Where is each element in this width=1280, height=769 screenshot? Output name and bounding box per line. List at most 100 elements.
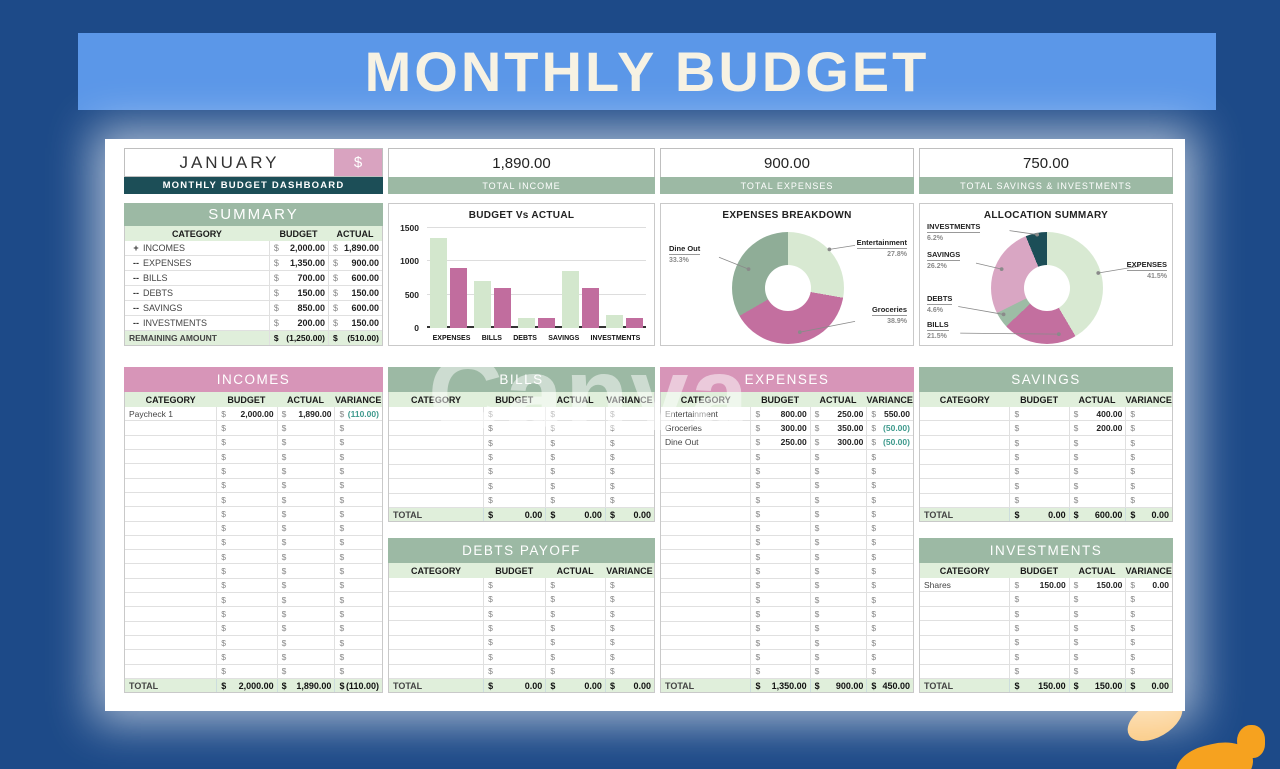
dollar-sign: $ xyxy=(814,651,820,662)
amount-value: 200.00 xyxy=(297,318,326,328)
dollar-sign: $ xyxy=(273,243,279,253)
dollar-sign: $ xyxy=(609,594,615,605)
dollar-sign: $ xyxy=(814,666,820,677)
amount-cell: $ xyxy=(334,464,382,478)
table-row: $ $ $ xyxy=(125,421,382,436)
dollar-sign: $ xyxy=(1130,451,1136,462)
amount-cell: $ xyxy=(545,407,605,421)
column-header: BUDGET xyxy=(495,394,534,405)
amount-cell: $ xyxy=(866,521,913,535)
dollar-sign: $ xyxy=(814,480,820,491)
table-body: $ $ $ $ $ $ $ $ $ $ $ $ $ $ $ $ $ $ $ $ $ xyxy=(388,578,655,679)
amount-cell: $ xyxy=(604,407,654,421)
total-amount-value: 0.00 xyxy=(584,680,602,691)
decor-blob-dot-icon xyxy=(1228,760,1243,769)
dollar-sign: $ xyxy=(609,666,615,677)
table-row: $ $ $ xyxy=(389,635,654,651)
amount-cell: $ xyxy=(1068,664,1126,678)
dollar-sign: $ xyxy=(488,622,493,633)
dollar-sign: $ xyxy=(488,423,493,434)
y-tick-label: 500 xyxy=(404,289,419,300)
amount-cell: $ xyxy=(866,507,913,521)
dashboard-card: JANUARY $ MONTHLY BUDGET DASHBOARD 1,890… xyxy=(105,139,1185,711)
dollar-sign: $ xyxy=(1130,651,1136,662)
table-row: $ $ $ xyxy=(920,592,1172,607)
amount-cell: $ xyxy=(1125,606,1172,621)
amount-cell: $800.00 xyxy=(750,407,809,421)
amount-cell: $ xyxy=(1009,650,1068,664)
column-header: BUDGET xyxy=(1020,565,1059,576)
amount-value: 550.00 xyxy=(883,408,910,419)
investments-table: INVESTMENTS CATEGORY BUDGET ACTUAL VARIANCE S… xyxy=(919,538,1173,693)
amount-cell: $ xyxy=(809,550,867,564)
dollar-sign: $ xyxy=(1130,666,1136,677)
dollar-sign: $ xyxy=(871,422,877,433)
amount-cell: $900.00 xyxy=(328,256,382,270)
donut2-ring xyxy=(991,232,1103,344)
amount-cell: $ xyxy=(483,493,545,507)
dollar-sign: $ xyxy=(755,451,761,462)
dollar-sign: $ xyxy=(1014,437,1020,448)
total-label: TOTAL xyxy=(393,680,423,691)
amount-cell: $ xyxy=(276,621,335,635)
dollar-sign: $ xyxy=(871,666,877,677)
amount-cell: $300.00 xyxy=(750,421,809,435)
category-name: INCOMES xyxy=(143,243,186,253)
amount-cell: $ xyxy=(216,507,276,521)
dollar-sign: $ xyxy=(273,288,279,298)
dollar-sign: $ xyxy=(550,651,556,662)
table-title: INCOMES xyxy=(124,367,383,392)
month-block: JANUARY $ MONTHLY BUDGET DASHBOARD xyxy=(124,148,383,194)
amount-cell: $ xyxy=(334,578,382,593)
dollar-sign: $ xyxy=(273,258,279,268)
total-income-value: 1,890.00 xyxy=(388,148,655,177)
amount-cell: $2,000.00 xyxy=(216,407,276,421)
summary-body: + INCOMES $2,000.00 $1,890.00 -- EXPENSES $1,3… xyxy=(124,241,383,331)
amount-cell: $ (50.00) xyxy=(866,421,913,435)
dollar-sign: $ xyxy=(755,537,761,548)
amount-cell: $150.00 xyxy=(268,286,328,300)
dollar-sign: $ xyxy=(1014,451,1020,462)
amount-cell: $ xyxy=(334,507,382,521)
table-row: $ $ $ xyxy=(125,607,382,622)
amount-cell: $ xyxy=(483,578,545,592)
dollar-sign: $ xyxy=(1014,666,1020,677)
total-income-label: TOTAL INCOME xyxy=(388,177,655,194)
gridline xyxy=(427,293,646,295)
amount-cell: $ xyxy=(604,435,654,450)
table-total-row: TOTAL $0.00 $0.00 $0.00 xyxy=(388,679,655,693)
amount-value: 250.00 xyxy=(780,437,807,448)
amount-cell: $0.00 xyxy=(1125,578,1172,592)
summary-row: -- EXPENSES $1,350.00 $900.00 xyxy=(125,256,382,271)
total-amount-cell: $0.00 xyxy=(545,508,605,521)
dollar-sign: $ xyxy=(609,437,615,448)
amount-value: 150.00 xyxy=(351,288,379,298)
dollar-sign: $ xyxy=(609,651,615,662)
budget-bar xyxy=(474,281,492,328)
amount-cell: $ xyxy=(809,593,867,607)
actual-bar xyxy=(581,288,599,328)
dollar-sign: $ xyxy=(281,566,287,577)
amount-value: 600.00 xyxy=(351,273,379,283)
amount-cell: $ xyxy=(276,564,335,578)
amount-cell: $ xyxy=(276,435,335,449)
dollar-sign: $ xyxy=(1014,480,1020,491)
dollar-sign: $ xyxy=(1073,651,1079,662)
table-row: $ $ $ xyxy=(389,578,654,593)
amount-cell: $ (50.00) xyxy=(866,435,913,449)
amount-cell: $ xyxy=(334,664,382,678)
table-row: $ $ $ xyxy=(125,449,382,465)
amount-cell: $ xyxy=(1009,606,1068,621)
donut2-label-investments: INVESTMENTS 6.2% xyxy=(927,222,981,242)
amount-cell: $ xyxy=(334,550,382,564)
dollar-sign: $ xyxy=(1073,579,1079,590)
total-amount-value: 0.00 xyxy=(633,680,651,691)
dollar-sign: $ xyxy=(488,594,493,605)
table-row: $ $ $ xyxy=(661,464,913,479)
dollar-sign: $ xyxy=(333,273,339,283)
total-amount-cell: $450.00 xyxy=(866,679,913,692)
tables-row: INCOMES CATEGORY BUDGET ACTUAL VARIANCE Paych… xyxy=(124,367,1175,693)
dollar-sign: $ xyxy=(333,303,339,313)
dollar-sign: $ xyxy=(1073,666,1079,677)
